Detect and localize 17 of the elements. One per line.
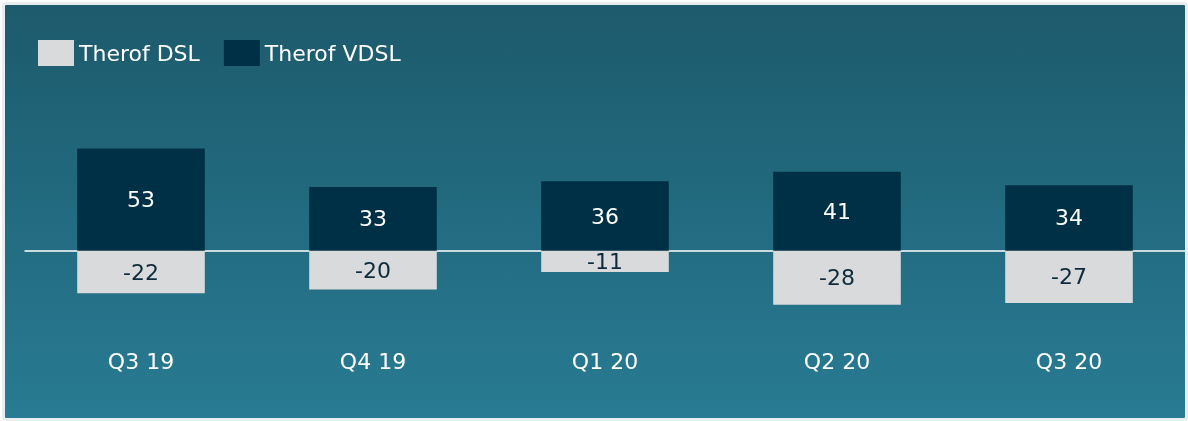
data-label: 34 xyxy=(1055,205,1083,231)
x-tick-label: Q2 20 xyxy=(803,348,871,374)
legend-label: Therof VDSL xyxy=(263,40,402,66)
x-tick-label: Q3 20 xyxy=(1035,348,1103,374)
data-label: 41 xyxy=(823,198,851,224)
data-label: 36 xyxy=(591,203,619,229)
x-tick-label: Q3 19 xyxy=(107,348,175,374)
data-label: -28 xyxy=(819,265,855,291)
x-tick-label: Q1 20 xyxy=(571,348,639,374)
data-label: -27 xyxy=(1051,264,1087,290)
data-label: -22 xyxy=(123,259,159,285)
data-label: -20 xyxy=(355,257,391,283)
legend-label: Therof DSL xyxy=(78,40,201,66)
data-label: 33 xyxy=(359,206,387,232)
x-tick-label: Q4 19 xyxy=(339,348,407,374)
data-label: 53 xyxy=(127,187,155,213)
data-label: -11 xyxy=(587,248,623,274)
